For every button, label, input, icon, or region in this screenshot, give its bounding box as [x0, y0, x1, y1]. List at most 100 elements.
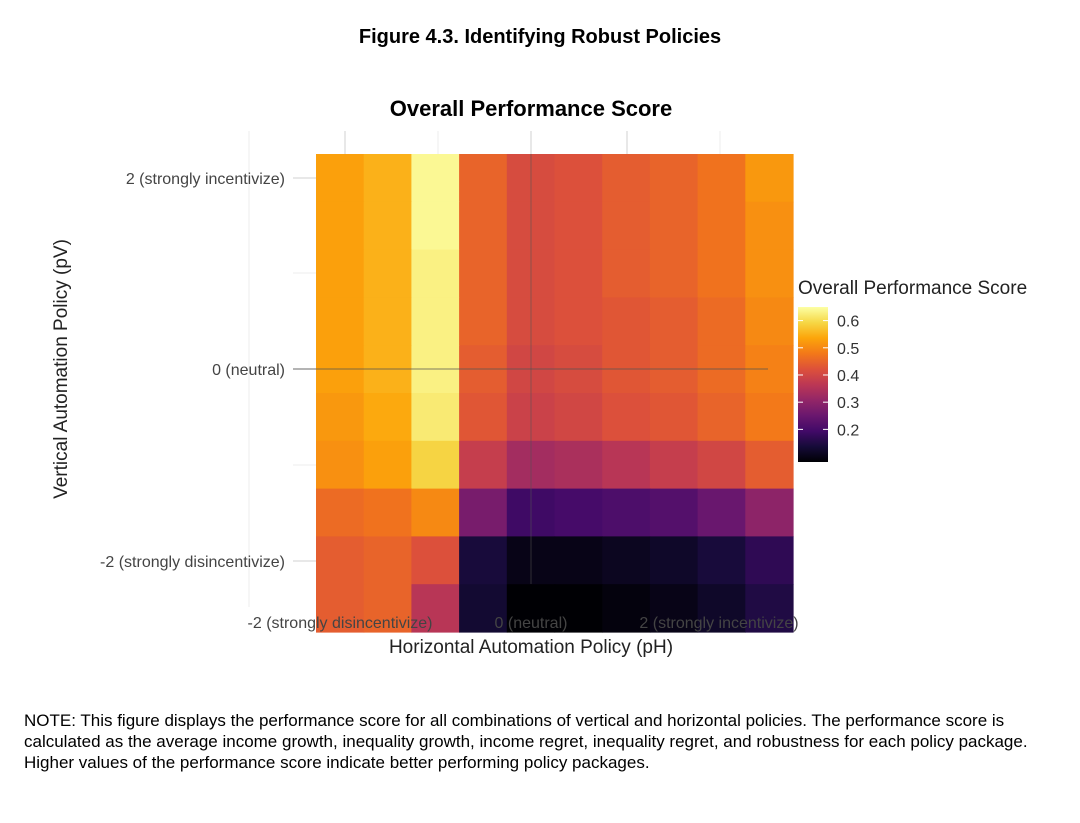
- heatmap-cell: [506, 297, 556, 346]
- heatmap-cell: [697, 154, 746, 203]
- heatmap-cell: [363, 249, 412, 298]
- legend-tick-label: 0.6: [837, 314, 859, 331]
- legend-ticks: 0.6 0.5 0.4 0.3 0.2: [798, 314, 859, 439]
- heatmap-cell: [363, 536, 412, 585]
- x-tick-label: -2 (strongly disincentivize): [248, 615, 433, 632]
- x-axis-label: Horizontal Automation Policy (pH): [389, 637, 673, 658]
- heatmap-cell: [411, 249, 460, 298]
- heatmap-cell: [649, 488, 699, 537]
- heatmap-cell: [316, 584, 365, 633]
- heatmap-cell: [506, 249, 556, 298]
- y-tick-label: 2 (strongly incentivize): [126, 171, 285, 188]
- heatmap-cell: [602, 297, 651, 346]
- heatmap-cell: [602, 249, 651, 298]
- heatmap-cell: [459, 393, 508, 442]
- heatmap-cell: [363, 584, 412, 633]
- legend-tick-label: 0.4: [837, 368, 859, 385]
- heatmap-cell: [697, 488, 746, 537]
- heatmap-cell: [363, 201, 412, 251]
- legend-tick-label: 0.2: [837, 422, 859, 439]
- legend-color-bar: [798, 307, 828, 462]
- x-tick-label: 0 (neutral): [495, 615, 568, 632]
- heatmap-cell: [316, 488, 365, 537]
- chart-title: Overall Performance Score: [390, 96, 672, 121]
- heatmap-cell: [697, 201, 746, 251]
- heatmap-cells: [316, 154, 794, 633]
- heatmap-cell: [649, 201, 699, 251]
- heatmap-cell: [554, 201, 603, 251]
- legend-tick-label: 0.5: [837, 341, 859, 358]
- heatmap-cell: [316, 154, 365, 203]
- heatmap-cell: [411, 440, 460, 490]
- heatmap-cell: [363, 393, 412, 442]
- heatmap-cell: [316, 297, 365, 346]
- heatmap-cell: [602, 488, 651, 537]
- figure-note: NOTE: This figure displays the performan…: [24, 711, 1028, 772]
- heatmap-cell: [506, 584, 556, 633]
- heatmap-cell: [649, 297, 699, 346]
- heatmap-cell: [411, 393, 460, 442]
- heatmap-cell: [411, 201, 460, 251]
- heatmap-cell: [554, 488, 603, 537]
- heatmap-cell: [649, 154, 699, 203]
- heatmap-cell: [745, 536, 794, 585]
- heatmap-cell: [411, 154, 460, 203]
- heatmap-cell: [745, 488, 794, 537]
- x-tick-label: 2 (strongly incentivize): [639, 615, 798, 632]
- heatmap-cell: [411, 584, 460, 633]
- heatmap-cell: [602, 584, 651, 633]
- heatmap-cell: [506, 201, 556, 251]
- heatmap-cell: [316, 536, 365, 585]
- heatmap-cell: [697, 584, 746, 633]
- heatmap-cell: [745, 154, 794, 203]
- heatmap-cell: [602, 154, 651, 203]
- heatmap-cell: [411, 297, 460, 346]
- heatmap-cell: [459, 488, 508, 537]
- heatmap-cell: [363, 297, 412, 346]
- heatmap-cell: [459, 201, 508, 251]
- y-axis-label: Vertical Automation Policy (pV): [51, 239, 72, 499]
- heatmap-cell: [745, 584, 794, 633]
- heatmap-cell: [459, 154, 508, 203]
- heatmap-cell: [363, 154, 412, 203]
- heatmap-cell: [506, 393, 556, 442]
- heatmap-cell: [745, 201, 794, 251]
- heatmap-cell: [459, 440, 508, 490]
- heatmap-cell: [554, 297, 603, 346]
- heatmap-cell: [649, 249, 699, 298]
- heatmap-cell: [745, 393, 794, 442]
- center-lines: [293, 154, 768, 584]
- heatmap-cell: [697, 393, 746, 442]
- heatmap-cell: [745, 440, 794, 490]
- y-tick-label: -2 (strongly disincentivize): [100, 554, 285, 571]
- heatmap-cell: [554, 393, 603, 442]
- heatmap-cell: [459, 297, 508, 346]
- heatmap-cell: [554, 584, 603, 633]
- heatmap-cell: [459, 536, 508, 585]
- heatmap-cell: [554, 536, 603, 585]
- heatmap-cell: [363, 440, 412, 490]
- heatmap-cell: [745, 297, 794, 346]
- legend: Overall Performance Score 0.60.50.40.30.…: [798, 278, 1027, 462]
- legend-title: Overall Performance Score: [798, 278, 1027, 299]
- y-tick-label: 0 (neutral): [212, 362, 285, 379]
- legend-tick-label: 0.3: [837, 395, 859, 412]
- heatmap-cell: [745, 249, 794, 298]
- heatmap-cell: [459, 584, 508, 633]
- heatmap-cell: [411, 488, 460, 537]
- heatmap-cell: [316, 201, 365, 251]
- heatmap-cell: [697, 297, 746, 346]
- heatmap-cell: [602, 536, 651, 585]
- heatmap-cell: [602, 393, 651, 442]
- heatmap-cell: [602, 440, 651, 490]
- heatmap-cell: [649, 536, 699, 585]
- heatmap-cell: [506, 154, 556, 203]
- heatmap-cell: [506, 440, 556, 490]
- heatmap-cell: [506, 536, 556, 585]
- heatmap-cell: [411, 536, 460, 585]
- heatmap-cell: [649, 584, 699, 633]
- axes: -2 (strongly disincentivize) 0 (neutral) 2…: [100, 171, 799, 632]
- heatmap-cell: [697, 440, 746, 490]
- heatmap-cell: [554, 440, 603, 490]
